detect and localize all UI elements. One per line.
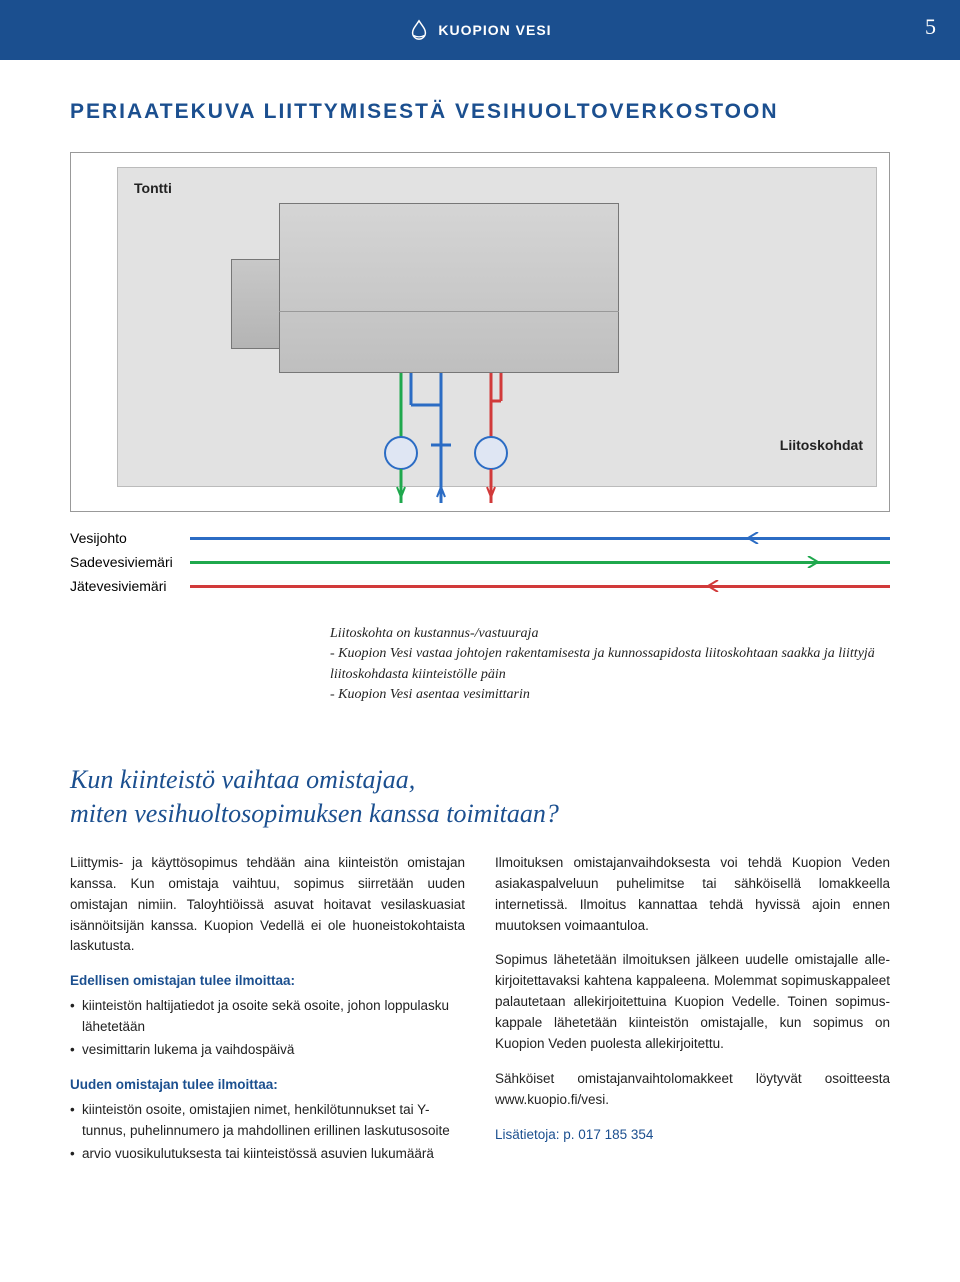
note-line-2: - Kuopion Vesi vastaa johtojen rakentami…: [330, 644, 890, 685]
brand-text: KUOPION VESI: [438, 22, 551, 38]
list-item: vesimittarin lukema ja vaihdospäivä: [70, 1040, 465, 1061]
legend: Vesijohto Sadevesiviemäri Jätevesiviemär…: [70, 530, 890, 594]
note-line-3: - Kuopion Vesi asentaa vesimittarin: [330, 685, 890, 705]
new-owner-lead: Uuden omistajan tulee ilmoittaa:: [70, 1075, 465, 1096]
two-column-text: Liittymis- ja käyttösopimus tehdään aina…: [70, 853, 890, 1179]
water-drop-icon: [408, 19, 430, 41]
right-p1: Ilmoituksen omistajanvaihdoksesta voi te…: [495, 853, 890, 937]
new-owner-list: kiinteistön osoite, omistajien nimet, he…: [70, 1100, 465, 1165]
left-column: Liittymis- ja käyttösopimus tehdään aina…: [70, 853, 465, 1179]
brand-logo: KUOPION VESI: [408, 19, 551, 41]
legend-line-green: [190, 561, 890, 564]
section-title-l2: miten vesihuoltosopimuksen kanssa toimit…: [70, 799, 559, 828]
section-title-l1: Kun kiinteistö vaihtaa omistajaa,: [70, 765, 415, 794]
right-p2: Sopimus lähetetään ilmoituksen jälkeen u…: [495, 950, 890, 1055]
diagram-frame: Tontti Liitoskohdat: [70, 152, 890, 512]
legend-label-1: Sadevesiviemäri: [70, 554, 190, 570]
diagram-notes: Liitoskohta on kustannus-/vastuuraja - K…: [330, 624, 890, 705]
legend-label-0: Vesijohto: [70, 530, 190, 546]
right-p3: Sähköiset omistajanvaihtolomakkeet löyty…: [495, 1069, 890, 1111]
section-title: Kun kiinteistö vaihtaa omistajaa, miten …: [70, 763, 890, 831]
right-column: Ilmoituksen omistajanvaihdoksesta voi te…: [495, 853, 890, 1179]
pipes-svg: [71, 153, 891, 513]
more-info: Lisätietoja: p. 017 185 354: [495, 1125, 890, 1146]
legend-line-red: [190, 585, 890, 588]
right-p3a: Sähköiset omistajanvaihtolomakkeet löyty…: [495, 1071, 890, 1086]
page-number: 5: [925, 14, 936, 40]
prev-owner-list: kiinteistön haltijatiedot ja osoite sekä…: [70, 996, 465, 1061]
note-line-1: Liitoskohta on kustannus-/vastuuraja: [330, 624, 890, 644]
header-bar: KUOPION VESI 5: [0, 0, 960, 60]
left-p1: Liittymis- ja käyttösopimus tehdään aina…: [70, 853, 465, 958]
legend-label-2: Jätevesiviemäri: [70, 578, 190, 594]
list-item: arvio vuosikulutuksesta tai kiinteistöss…: [70, 1144, 465, 1165]
right-p3b: www.kuopio.fi/vesi.: [495, 1092, 609, 1107]
legend-line-blue: [190, 537, 890, 540]
prev-owner-lead: Edellisen omistajan tulee ilmoittaa:: [70, 971, 465, 992]
main-title: PERIAATEKUVA LIITTYMISESTÄ VESIHUOLTOVER…: [70, 100, 890, 124]
list-item: kiinteistön haltijatiedot ja osoite sekä…: [70, 996, 465, 1038]
list-item: kiinteistön osoite, omistajien nimet, he…: [70, 1100, 465, 1142]
page-content: PERIAATEKUVA LIITTYMISESTÄ VESIHUOLTOVER…: [0, 60, 960, 1229]
